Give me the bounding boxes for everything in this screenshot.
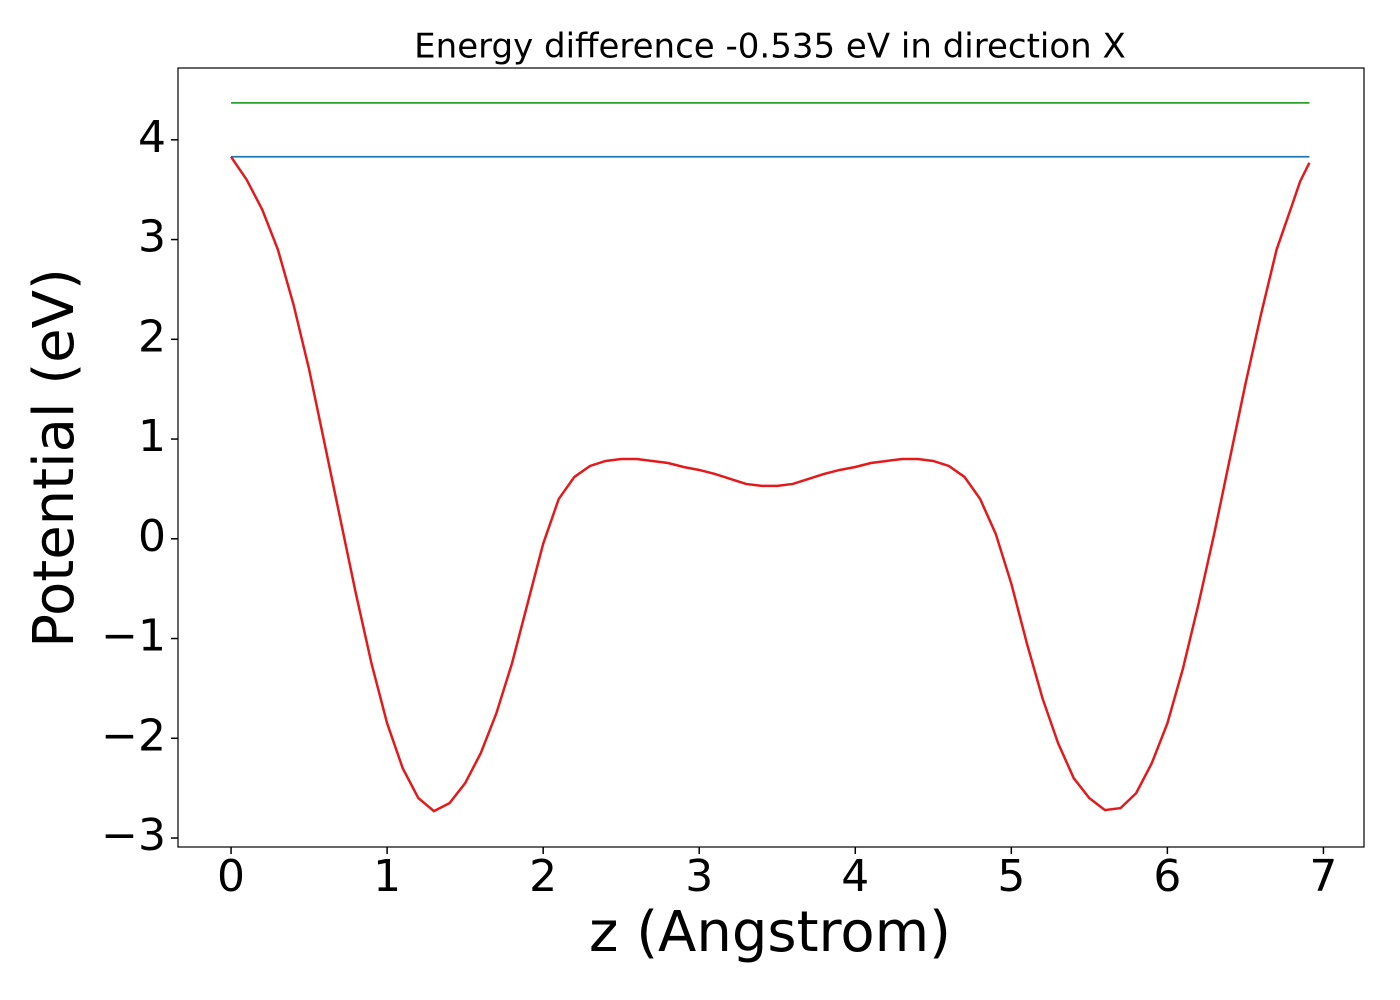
y-tick-label: 3 xyxy=(138,212,166,263)
x-tick-label: 0 xyxy=(217,851,245,902)
x-tick-label: 7 xyxy=(1309,851,1337,902)
y-tick-label: 0 xyxy=(138,511,166,562)
y-axis-label: Potential (eV) xyxy=(22,268,87,648)
x-axis-label: z (Angstrom) xyxy=(589,900,951,965)
chart-title: Energy difference -0.535 eV in direction… xyxy=(414,27,1126,67)
y-tick-label: −2 xyxy=(101,710,166,761)
x-tick-label: 1 xyxy=(373,851,401,902)
y-tick-label: 1 xyxy=(138,411,166,462)
x-tick-label: 6 xyxy=(1153,851,1181,902)
x-tick-label: 2 xyxy=(529,851,557,902)
x-tick-label: 4 xyxy=(841,851,869,902)
x-tick-label: 5 xyxy=(997,851,1025,902)
data-line xyxy=(230,156,1311,813)
plot-frame xyxy=(177,67,1365,848)
y-tick-label: −1 xyxy=(101,611,166,662)
y-tick-label: 4 xyxy=(138,112,166,163)
y-tick-label: 2 xyxy=(138,311,166,362)
y-tick-label: −3 xyxy=(101,810,166,861)
x-tick-label: 3 xyxy=(685,851,713,902)
